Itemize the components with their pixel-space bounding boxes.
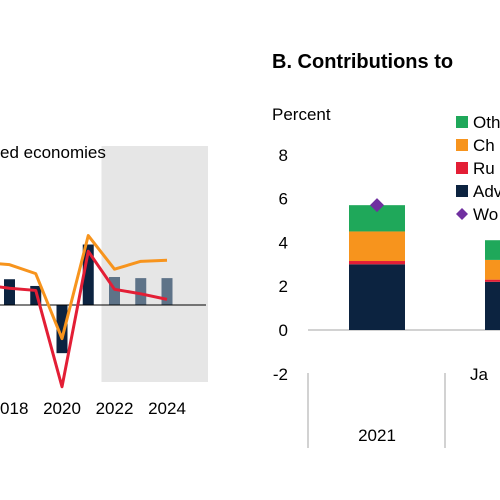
y-tick-0: 0 (279, 321, 288, 340)
bar-2022 (109, 277, 120, 305)
legend-label-Oth: Oth (473, 113, 500, 132)
bar-Ja-segment-2 (485, 259, 500, 280)
panel-b-legend: Oth Ch Ru Adv Wo (456, 113, 500, 224)
bar-2020 (56, 305, 68, 354)
legend-swatch-Adv (456, 185, 468, 197)
panel-a: ed economies 2018 2020 2022 2024 (0, 143, 208, 418)
x-tick-2022: 2022 (96, 399, 134, 418)
legend-swatch-Oth (456, 116, 468, 128)
world-marker-2021 (370, 198, 384, 213)
legend-label-Ru: Ru (473, 159, 495, 178)
panel-b-y-ticks: 8 6 4 2 0 -2 (273, 146, 288, 384)
bar-Ja-segment-0 (485, 281, 500, 330)
panel-b-x-axis: 2021 Ja (307, 365, 489, 448)
legend-label-Wo: Wo (473, 205, 498, 224)
panel-b-world-marker (370, 198, 384, 213)
panel-b: B. Contributions to Percent 8 6 4 2 0 -2 2021… (272, 51, 500, 448)
legend-label-Adv: Adv (473, 182, 500, 201)
forecast-shade (101, 146, 208, 382)
y-tick-8: 8 (279, 146, 288, 165)
legend-swatch-Ch (456, 139, 468, 151)
panel-a-x-ticks: 2018 2020 2022 2024 (0, 399, 186, 418)
orange-series-line (0, 234, 168, 341)
legend-swatch-Ru (456, 162, 468, 174)
bar-2024 (161, 278, 173, 305)
bar-Ja-segment-1 (485, 279, 500, 282)
red-series-line (0, 249, 168, 389)
bar-2021 (82, 244, 94, 305)
bar-2021-segment-2 (349, 231, 405, 262)
panel-b-ylabel: Percent (272, 105, 331, 124)
y-tick-2: 2 (279, 277, 288, 296)
legend-marker-Wo (456, 208, 468, 220)
bar-2021-segment-1 (349, 261, 405, 265)
panel-b-bars (349, 205, 500, 330)
x-tick-2021: 2021 (358, 426, 396, 445)
x-tick-Ja: Ja (470, 365, 489, 384)
legend-label-Ch: Ch (473, 136, 495, 155)
y-tick-4: 4 (279, 233, 288, 252)
bar-2023 (135, 278, 147, 305)
panel-a-subtitle: ed economies (0, 143, 106, 162)
x-tick-2018: 2018 (0, 399, 28, 418)
panel-b-title: B. Contributions to (272, 51, 453, 73)
bar-2018 (4, 279, 15, 305)
x-tick-2024: 2024 (148, 399, 186, 418)
bar-2021-segment-0 (349, 264, 405, 330)
y-tick--2: -2 (273, 365, 288, 384)
x-tick-2020: 2020 (43, 399, 81, 418)
y-tick-6: 6 (279, 190, 288, 209)
bar-Ja-segment-3 (485, 240, 500, 260)
panel-a-lines (0, 234, 168, 389)
